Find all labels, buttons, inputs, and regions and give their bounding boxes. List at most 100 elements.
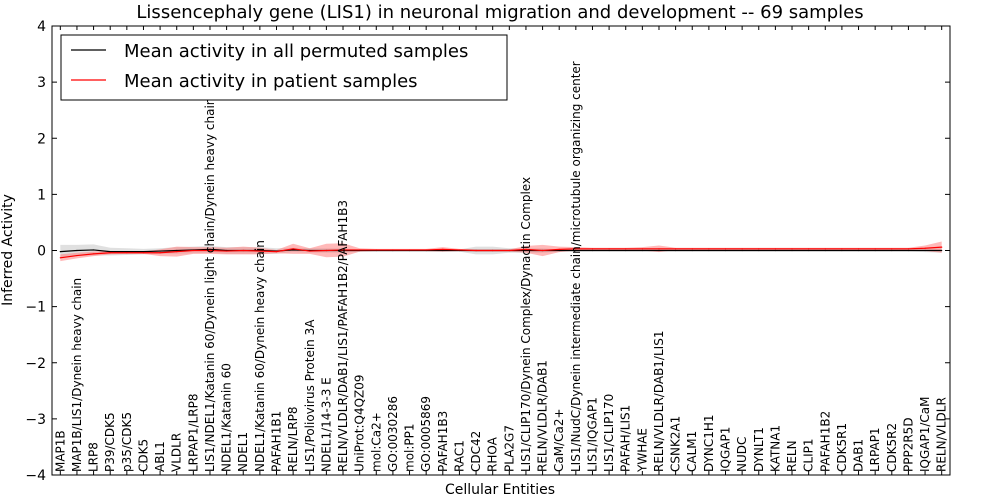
point-series-1 <box>907 248 910 250</box>
x-tick-label: NDEL1/14-3-3 E <box>319 377 333 472</box>
x-tick-label: VLDLR <box>170 433 184 472</box>
point-series-1 <box>808 248 810 250</box>
point-series-0 <box>109 251 111 253</box>
y-axis: −4 −3 −2 −1 0 1 2 3 4 <box>25 19 950 484</box>
x-tick-label: KATNA1 <box>768 425 782 472</box>
x-tick-label: CALM1 <box>685 431 699 472</box>
point-series-1 <box>159 252 161 254</box>
x-tick-label: PAFAH/LIS1 <box>619 405 633 472</box>
x-axis: MAP1B MAP1B/LIS1/Dynein heavy chain LRP8 P3… <box>53 26 949 475</box>
point-series-0 <box>691 249 693 252</box>
point-series-0 <box>292 249 294 251</box>
point-series-1 <box>558 248 560 250</box>
point-series-1 <box>92 253 95 255</box>
point-series-0 <box>791 249 793 252</box>
point-series-0 <box>824 249 826 252</box>
x-tick-label: CDC42 <box>469 431 483 472</box>
y-axis-label: Inferred Activity <box>0 194 16 306</box>
x-tick-label: mol:PP1 <box>403 423 417 472</box>
series-lines <box>59 246 943 259</box>
x-tick-label: RELN/VLDLR/DAB1 <box>536 360 550 472</box>
point-series-1 <box>209 249 211 252</box>
x-tick-label: mol:Ca2+ <box>369 412 383 472</box>
point-series-1 <box>142 252 145 254</box>
point-series-0 <box>142 251 145 253</box>
point-series-1 <box>425 249 427 251</box>
x-tick-label: RAC1 <box>452 440 466 472</box>
point-series-1 <box>708 248 710 250</box>
x-tick-label: UniProt:Q4QZ09 <box>353 374 367 472</box>
point-series-0 <box>758 249 760 252</box>
legend: Mean activity in all permuted samples Me… <box>60 34 508 101</box>
x-tick-label: RELN/VLDLR/DAB1/LIS1 <box>652 331 666 472</box>
x-tick-label: LRP8 <box>87 442 101 472</box>
x-tick-label: LIS1/NudC/Dynein intermediate chain/micr… <box>569 61 583 472</box>
point-series-0 <box>209 248 211 250</box>
point-series-0 <box>741 249 743 252</box>
point-series-1 <box>492 249 494 252</box>
y-tick-label: 2 <box>37 131 46 147</box>
y-tick-label: −3 <box>25 412 46 428</box>
x-tick-label: MAP1B/LIS1/Dynein heavy chain <box>70 278 84 472</box>
legend-label-permuted: Mean activity in all permuted samples <box>124 41 468 62</box>
point-series-0 <box>708 249 710 252</box>
point-series-1 <box>176 251 178 253</box>
x-tick-label: CLIP1 <box>802 439 816 472</box>
point-series-1 <box>458 249 461 251</box>
point-series-0 <box>59 251 61 253</box>
point-series-1 <box>259 250 261 252</box>
point-series-0 <box>176 249 178 252</box>
x-tick-label: IQGAP1 <box>719 427 733 472</box>
point-series-1 <box>408 249 411 251</box>
point-series-1 <box>59 257 61 259</box>
x-tick-label: RELN/LRP8 <box>286 406 300 472</box>
x-axis-label: Cellular Entities <box>445 482 555 498</box>
x-tick-label: LIS1/CLIP170 <box>602 394 616 472</box>
point-series-0 <box>591 249 594 252</box>
x-tick-label: CaM/Ca2+ <box>552 408 566 472</box>
point-series-0 <box>558 249 560 252</box>
line-series-1 <box>60 246 942 259</box>
point-series-1 <box>891 248 893 250</box>
point-series-1 <box>924 247 926 249</box>
point-series-0 <box>658 249 660 252</box>
point-series-1 <box>292 248 294 250</box>
point-series-1 <box>608 248 610 250</box>
x-tick-label: RELN <box>785 440 799 472</box>
point-series-1 <box>475 249 477 252</box>
x-tick-label: NDEL1/Katanin 60 <box>220 363 234 472</box>
point-series-1 <box>625 248 627 250</box>
x-tick-label: ABL1 <box>153 441 167 472</box>
x-tick-label: GO:0030286 <box>386 396 400 472</box>
y-tick-label: 1 <box>37 187 46 203</box>
x-tick-label: NUDC <box>735 437 749 472</box>
point-series-1 <box>275 251 278 253</box>
chart-title: Lissencephaly gene (LIS1) in neuronal mi… <box>136 2 863 23</box>
point-series-1 <box>941 246 943 248</box>
point-series-1 <box>741 248 743 250</box>
point-series-1 <box>508 249 510 252</box>
x-tick-label: LIS1/CLIP170/Dynein Complex/Dynactin Com… <box>519 177 533 472</box>
point-series-0 <box>575 249 577 252</box>
point-series-0 <box>907 249 910 252</box>
x-tick-label: GO:0005869 <box>419 396 433 472</box>
x-tick-label: P39/CDK5 <box>103 412 117 472</box>
point-series-0 <box>76 249 78 252</box>
point-series-0 <box>641 249 643 252</box>
point-series-0 <box>924 249 926 252</box>
x-tick-label: DYNLT1 <box>752 427 766 472</box>
point-series-1 <box>359 249 361 251</box>
x-tick-label: RELN/VLDLR/DAB1/LIS1/PAFAH1B2/PAFAH1B3 <box>336 200 350 472</box>
point-series-1 <box>525 248 527 250</box>
x-tick-label: YWHAE <box>635 428 649 473</box>
y-tick-label: −2 <box>25 356 46 372</box>
legend-label-patient: Mean activity in patient samples <box>124 71 418 92</box>
point-series-1 <box>758 248 760 250</box>
point-series-0 <box>675 249 677 252</box>
point-series-1 <box>724 248 727 250</box>
x-tick-label: PLA2G7 <box>502 425 516 472</box>
x-tick-label: PAFAH1B1 <box>270 411 284 472</box>
confidence-bands <box>60 241 942 262</box>
x-tick-label: LIS1/Poliovirus Protein 3A <box>303 319 317 472</box>
band-series-1 <box>60 241 942 262</box>
